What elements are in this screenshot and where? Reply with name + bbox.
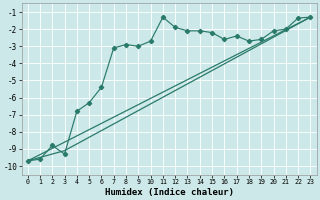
X-axis label: Humidex (Indice chaleur): Humidex (Indice chaleur) (105, 188, 234, 197)
